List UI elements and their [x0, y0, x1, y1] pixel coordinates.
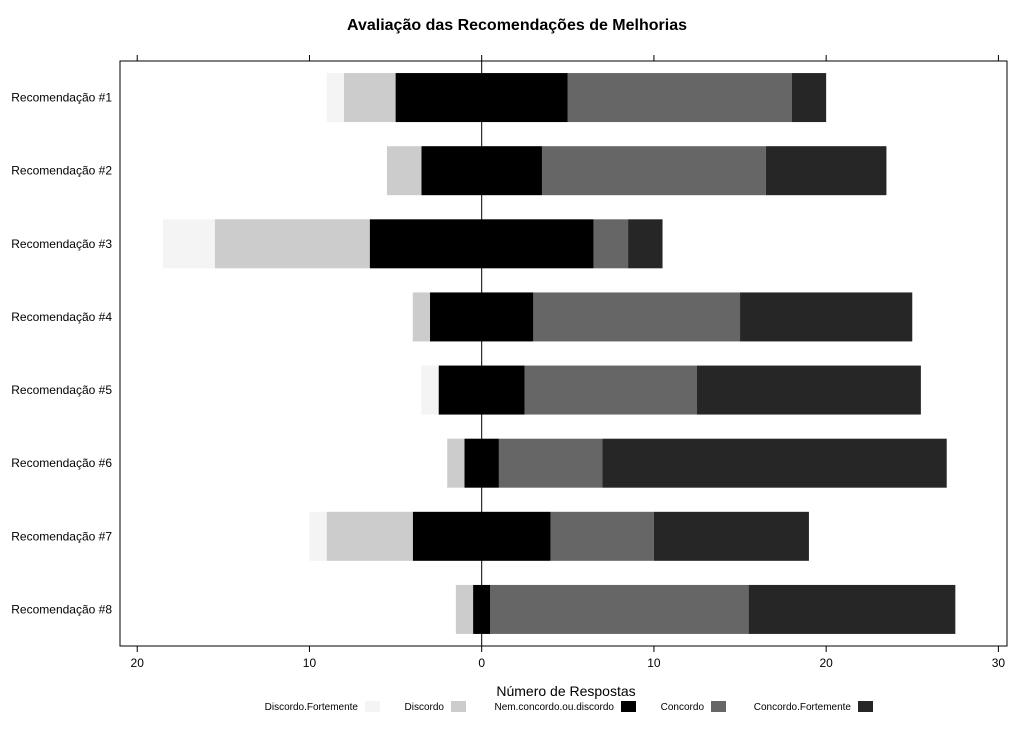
bar-row: Recomendação #7	[11, 511, 809, 561]
bar-segment-discordo	[412, 292, 431, 342]
bar-segment-concordo-fortemente	[740, 292, 913, 342]
legend-label: Discordo.Fortemente	[265, 702, 359, 713]
bar-segment-concordo	[567, 73, 792, 123]
bar-segment-concordo-fortemente	[748, 584, 956, 634]
x-tick-label: 10	[647, 656, 661, 670]
category-label: Recomendação #1	[11, 91, 112, 105]
legend-label: Discordo	[405, 702, 445, 713]
bar-segment-discordo	[214, 219, 370, 269]
bar-row: Recomendação #5	[11, 365, 921, 415]
bar-segment-discordo	[455, 584, 474, 634]
bar-segment-concordo-fortemente	[653, 511, 809, 561]
bar-row: Recomendação #2	[11, 146, 887, 196]
category-label: Recomendação #4	[11, 310, 112, 324]
x-tick-label: 30	[992, 656, 1006, 670]
legend-swatch	[711, 701, 726, 712]
bar-segment-concordo	[498, 438, 603, 488]
bar-segment-discordo	[447, 438, 465, 488]
bar-segment-concordo	[593, 219, 629, 269]
x-tick-label: 0	[478, 656, 485, 670]
legend-swatch	[621, 701, 636, 712]
legend: Discordo.Fortemente Discordo Nem.concordo.…	[265, 701, 873, 713]
bar-segment-discordo	[386, 146, 422, 196]
bar-segment-discordo-fortemente	[163, 219, 215, 269]
legend-swatch	[858, 701, 873, 712]
bar-segment-discordo-fortemente	[326, 73, 344, 123]
bar-segment-discordo-fortemente	[309, 511, 327, 561]
bar-segment-concordo-fortemente	[628, 219, 663, 269]
bar-row: Recomendação #1	[11, 73, 827, 123]
category-label: Recomendação #8	[11, 602, 112, 616]
bar-segment-concordo	[490, 584, 749, 634]
legend-label: Nem.concordo.ou.discordo	[494, 702, 614, 713]
x-tick-label: 10	[303, 656, 317, 670]
plot-border	[119, 60, 1008, 647]
bar-row: Recomendação #3	[11, 219, 663, 269]
bar-row: Recomendação #4	[11, 292, 913, 342]
bar-segment-concordo	[533, 292, 741, 342]
bar-segment-concordo-fortemente	[602, 438, 947, 488]
x-axis-title: Número de Respostas	[496, 683, 635, 699]
bar-segment-concordo-fortemente	[791, 73, 827, 123]
bar-segment-discordo-fortemente	[421, 365, 439, 415]
bar-row: Recomendação #8	[11, 584, 956, 634]
plot-area: 20 10 0 10 20 30 Recomendação #1 Recomendação #…	[11, 55, 1008, 670]
bar-segment-discordo	[326, 511, 413, 561]
category-label: Recomendação #7	[11, 529, 112, 543]
category-label: Recomendação #5	[11, 383, 112, 397]
legend-swatch	[451, 701, 466, 712]
chart-title: Avaliação das Recomendações de Melhorias	[347, 17, 687, 34]
bar-segment-discordo	[343, 73, 396, 123]
legend-swatch	[365, 701, 380, 712]
category-label: Recomendação #6	[11, 456, 112, 470]
x-tick-label: 20	[819, 656, 833, 670]
bar-segment-concordo	[524, 365, 697, 415]
bar-segment-concordo-fortemente	[765, 146, 887, 196]
bar-segment-concordo-fortemente	[696, 365, 921, 415]
category-label: Recomendação #2	[11, 164, 112, 178]
legend-label: Concordo.Fortemente	[754, 702, 852, 713]
bar-row: Recomendação #6	[11, 438, 947, 488]
bar-segment-concordo	[550, 511, 654, 561]
category-label: Recomendação #3	[11, 237, 112, 251]
legend-label: Concordo	[661, 702, 705, 713]
x-tick-label: 20	[131, 656, 145, 670]
bar-segment-concordo	[541, 146, 766, 196]
